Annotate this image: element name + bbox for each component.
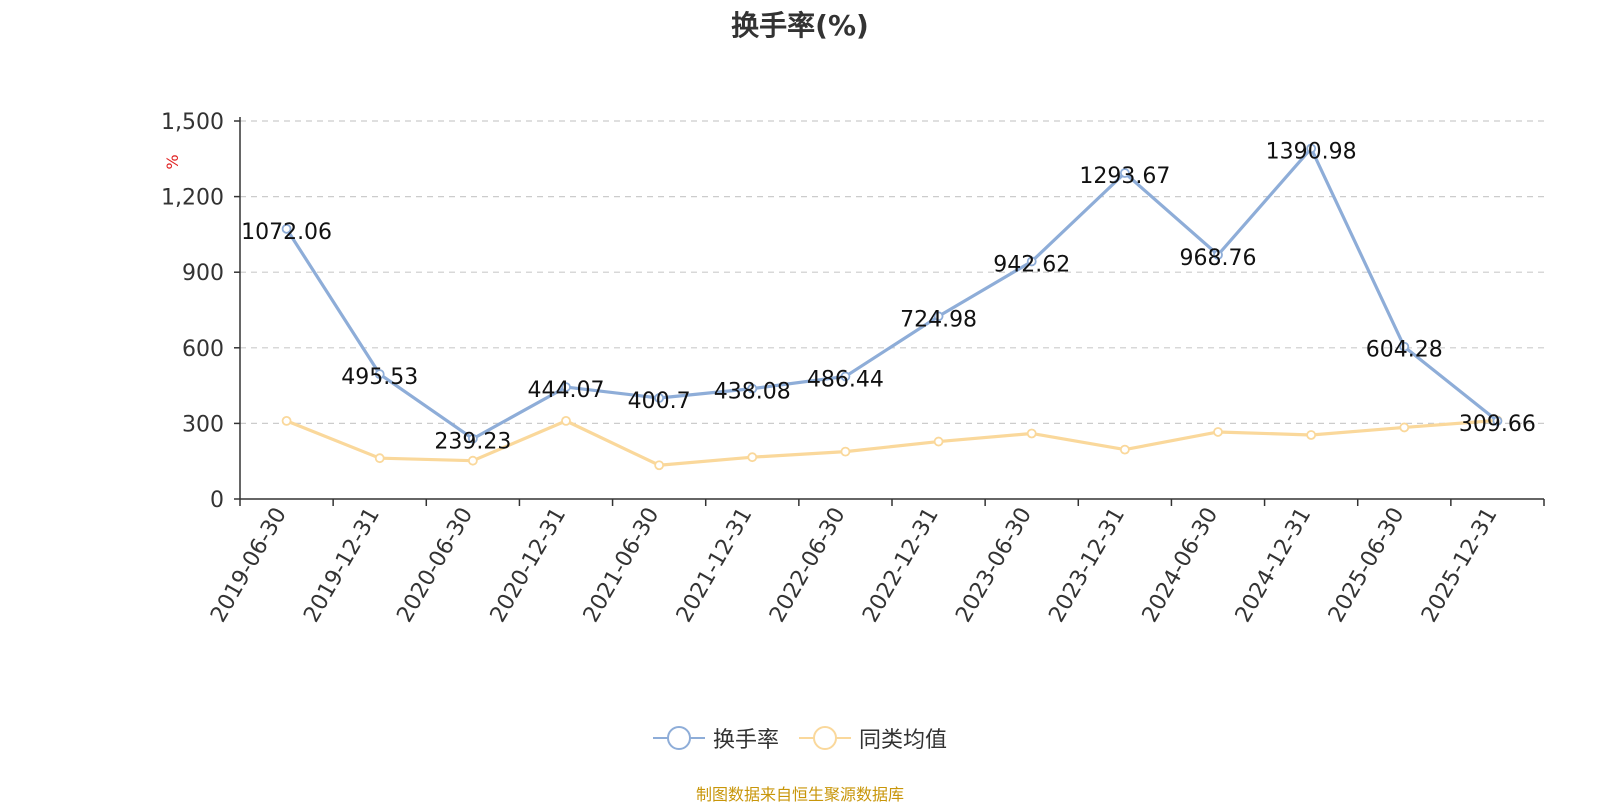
x-tick-label: 2021-12-31 [672, 504, 758, 627]
series-point [933, 436, 944, 447]
series-point [1492, 416, 1503, 426]
x-tick-label: 2023-06-30 [951, 504, 1037, 627]
y-tick-label: 0 [210, 488, 224, 513]
legend-item-peer-average[interactable]: 同类均值 [799, 722, 947, 754]
series-line [285, 418, 1498, 467]
series-point [654, 460, 665, 471]
data-label: 1293.67 [1079, 164, 1170, 189]
data-label: 1390.98 [1266, 139, 1357, 164]
x-tick-label: 2019-12-31 [299, 504, 385, 627]
series-point [933, 311, 944, 322]
series-line [285, 146, 1499, 441]
data-label: 495.53 [341, 365, 418, 390]
series-point [1306, 143, 1317, 154]
x-tick-label: 2022-12-31 [858, 504, 944, 627]
data-label: 309.66 [1459, 412, 1536, 437]
x-tick-label: 2024-06-30 [1138, 504, 1224, 627]
series-point [1213, 249, 1223, 260]
series-point [654, 393, 665, 403]
y-axis-unit-label: % [163, 154, 182, 169]
series-point [840, 371, 851, 382]
data-label: 486.44 [807, 367, 884, 392]
x-tick-label: 2020-12-31 [486, 504, 572, 627]
data-label: 604.28 [1366, 338, 1443, 363]
x-tick-label: 2024-12-31 [1231, 504, 1317, 627]
x-tick-label: 2021-06-30 [579, 504, 665, 627]
grid-lines [240, 120, 1544, 424]
series-point [561, 415, 571, 426]
data-label: 942.62 [993, 252, 1070, 277]
series-point [1119, 444, 1130, 455]
x-tick-label: 2023-12-31 [1044, 504, 1130, 627]
series-point [1399, 422, 1410, 433]
legend-label-turnover: 换手率 [712, 728, 779, 753]
data-label: 438.08 [714, 380, 791, 405]
legend-label-peer-average: 同类均值 [859, 728, 948, 753]
x-tick-label: 2022-06-30 [765, 504, 851, 627]
x-tick-label: 2025-06-30 [1324, 504, 1410, 627]
data-label: 968.76 [1180, 246, 1257, 271]
series-point [1026, 256, 1037, 267]
y-tick-label: 1,200 [161, 186, 224, 211]
series [281, 143, 1503, 471]
series-point [1399, 341, 1410, 352]
x-tick-label: 2025-12-31 [1417, 504, 1503, 627]
series-point [747, 383, 758, 394]
legend-marker-turnover [652, 726, 705, 750]
series-point [1213, 427, 1223, 437]
data-label: 400.7 [628, 389, 691, 414]
y-tick-label: 300 [182, 412, 224, 437]
series-point [374, 453, 385, 464]
series-point [467, 433, 478, 444]
legend: 换手率 同类均值 [0, 722, 1600, 754]
x-tick-label: 2019-06-30 [206, 504, 292, 627]
series-point [1119, 168, 1130, 178]
series-point [281, 223, 292, 234]
series-point [1026, 428, 1037, 439]
data-label: 444.07 [528, 378, 605, 403]
legend-item-turnover[interactable]: 换手率 [652, 722, 779, 754]
y-tick-label: 600 [182, 337, 224, 362]
data-labels: 1072.06 495.53 239.23 444.07 400.7 438.08 486.… [241, 139, 1536, 454]
series-point [840, 446, 851, 457]
source-note: 制图数据来自恒生聚源数据库 [695, 785, 904, 804]
data-label: 724.98 [900, 307, 977, 332]
y-tick-label: 1,500 [161, 110, 224, 135]
series-point [467, 455, 478, 466]
legend-marker-peer-average [799, 726, 851, 750]
series-point [281, 415, 292, 426]
data-label: 1072.06 [241, 220, 332, 245]
series-point [747, 452, 758, 463]
series-point [1306, 430, 1317, 440]
chart-title: 换手率(%) [731, 9, 869, 42]
series-point [561, 382, 571, 392]
y-tick-label: 900 [182, 261, 224, 286]
data-label: 239.23 [434, 430, 511, 455]
series-point [374, 369, 385, 380]
x-tick-label: 2020-06-30 [392, 504, 478, 627]
